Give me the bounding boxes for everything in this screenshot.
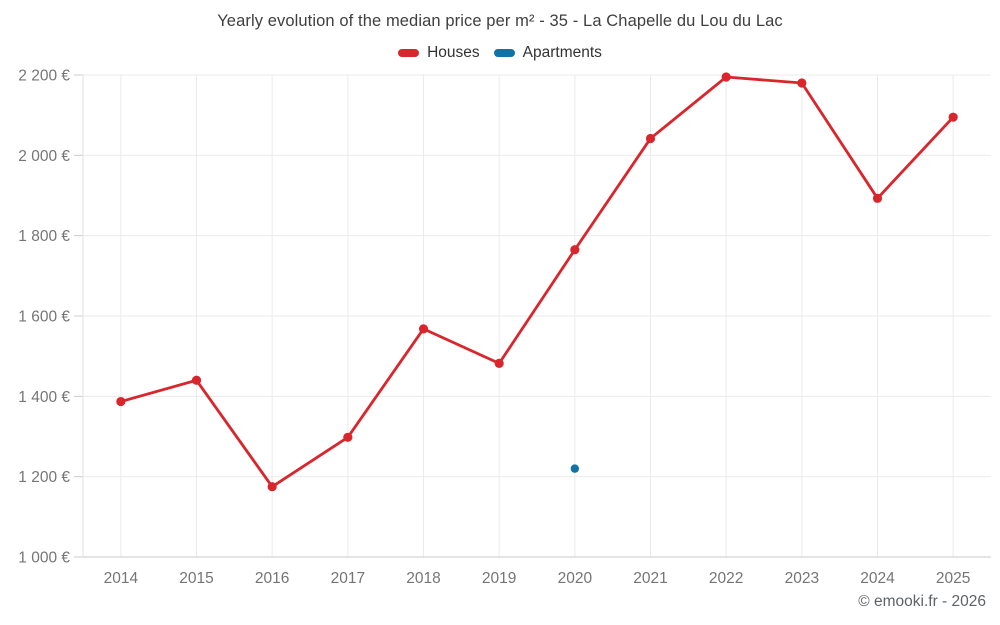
apartments-series-swatch-icon (493, 49, 515, 57)
svg-text:2019: 2019 (482, 570, 516, 587)
svg-text:2018: 2018 (406, 570, 440, 587)
svg-text:2025: 2025 (936, 570, 970, 587)
svg-text:1 600 €: 1 600 € (18, 309, 70, 326)
chart-title: Yearly evolution of the median price per… (217, 12, 783, 30)
svg-text:1 800 €: 1 800 € (18, 228, 70, 245)
legend-item-houses[interactable]: Houses (398, 44, 480, 62)
svg-text:2 000 €: 2 000 € (18, 148, 70, 165)
svg-text:1 400 €: 1 400 € (18, 389, 70, 406)
legend-item-apartments[interactable]: Apartments (493, 44, 602, 62)
legend: Houses Apartments (0, 44, 1000, 62)
svg-text:2022: 2022 (709, 570, 743, 587)
legend-label-apartments: Apartments (522, 44, 602, 61)
svg-text:1 200 €: 1 200 € (18, 469, 70, 486)
svg-text:2 200 €: 2 200 € (18, 68, 70, 85)
svg-text:2014: 2014 (104, 570, 139, 587)
svg-text:2017: 2017 (331, 570, 365, 587)
svg-text:2016: 2016 (255, 570, 289, 587)
svg-text:2024: 2024 (860, 570, 895, 587)
svg-text:2023: 2023 (785, 570, 819, 587)
credit-text: © emooki.fr - 2026 (858, 593, 986, 610)
svg-text:2021: 2021 (633, 570, 667, 587)
svg-text:2015: 2015 (179, 570, 213, 587)
legend-label-houses: Houses (427, 44, 480, 61)
svg-text:1 000 €: 1 000 € (18, 550, 70, 567)
svg-text:2020: 2020 (558, 570, 593, 587)
houses-series-swatch-icon (398, 49, 420, 57)
